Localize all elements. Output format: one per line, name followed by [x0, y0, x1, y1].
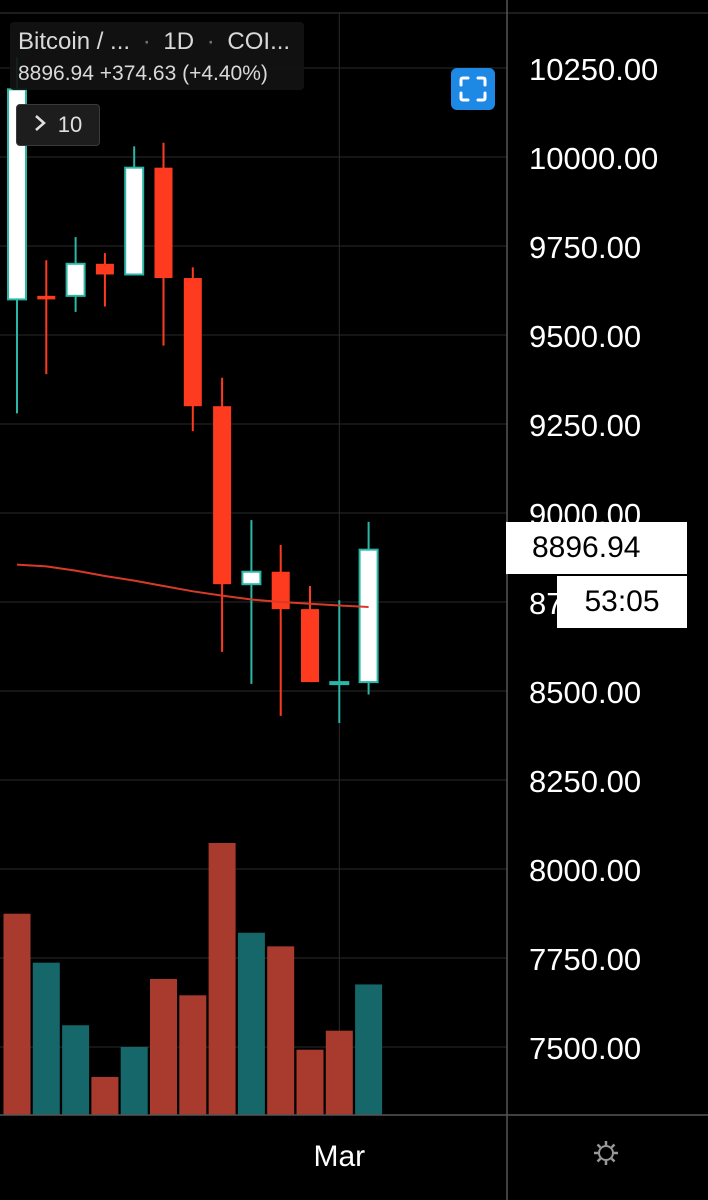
volume-bar — [355, 984, 383, 1115]
volume-bar — [325, 1030, 353, 1115]
y-tick-label: 10000.00 — [529, 141, 658, 176]
ma-line — [16, 563, 369, 608]
last-price: 8896.94 — [18, 62, 94, 85]
indicators-toggle-button[interactable]: 10 — [16, 104, 100, 146]
y-tick-label: 9250.00 — [529, 408, 641, 443]
gear-body — [598, 1145, 614, 1161]
candle-body — [37, 295, 56, 300]
symbol-label[interactable]: Bitcoin / ... — [18, 28, 131, 55]
candle-body — [124, 166, 145, 276]
volume-bar — [3, 913, 31, 1115]
volume-bar — [120, 1047, 148, 1115]
fullscreen-icon — [459, 76, 487, 102]
y-tick-label: 8000.00 — [529, 853, 641, 888]
volume-bar — [237, 932, 265, 1115]
candle-body — [65, 262, 86, 297]
candle-body — [154, 167, 173, 279]
y-tick-label: 10250.00 — [529, 52, 658, 87]
gear-tooth — [596, 1157, 602, 1163]
volume-bar — [267, 946, 295, 1115]
y-tick-label: 8500.00 — [529, 675, 641, 710]
volume-bar — [208, 843, 236, 1115]
candle-body — [213, 406, 232, 585]
x-tick-label: Mar — [313, 1140, 365, 1173]
candle-body — [358, 548, 379, 684]
candle-body — [271, 571, 290, 610]
y-tick-label: 9750.00 — [529, 230, 641, 265]
moving-average — [16, 563, 369, 608]
candle-countdown: 53:05 — [557, 576, 687, 628]
gear-tooth — [610, 1157, 616, 1163]
last-price-tag: 8896.94 — [506, 522, 687, 574]
candle-body — [329, 681, 350, 686]
exchange-label: COI... — [227, 28, 291, 55]
volume-bar — [296, 1049, 324, 1115]
y-tick-label: 8250.00 — [529, 764, 641, 799]
candles — [7, 57, 379, 724]
volume-bar — [150, 979, 177, 1115]
gear-icon[interactable] — [594, 1141, 618, 1165]
volume-bars — [3, 843, 383, 1115]
price-change-pct: (+4.40%) — [182, 62, 268, 85]
fullscreen-button[interactable] — [451, 68, 495, 110]
candle-body — [301, 609, 319, 683]
volume-bar — [179, 995, 207, 1115]
chart-legend: Bitcoin / ... · 1D · COI... 8896.94 +374… — [10, 22, 305, 90]
candle-body — [241, 570, 262, 586]
volume-bar — [62, 1025, 90, 1115]
gear-tooth — [610, 1143, 616, 1149]
volume-bar — [32, 962, 60, 1115]
chevron-right-icon — [34, 112, 46, 138]
price-change: +374.63 — [99, 62, 177, 85]
indicator-count: 10 — [57, 112, 83, 137]
interval-label[interactable]: 1D — [163, 28, 195, 55]
y-tick-label: 9500.00 — [529, 319, 641, 354]
candle-body — [183, 278, 202, 407]
y-tick-label: 7750.00 — [529, 942, 641, 977]
candle-body — [95, 263, 114, 275]
volume-bar — [91, 1076, 119, 1115]
gear-tooth — [596, 1143, 602, 1149]
y-tick-label: 7500.00 — [529, 1031, 641, 1066]
